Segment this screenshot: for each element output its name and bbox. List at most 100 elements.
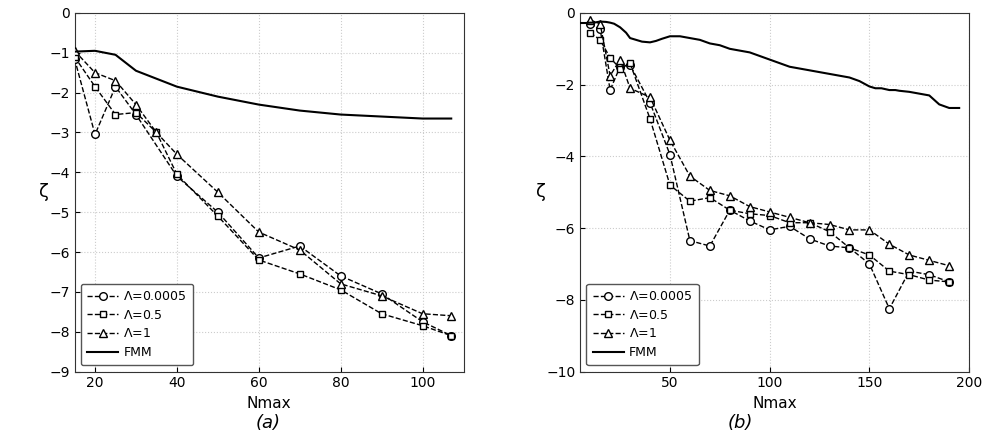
$\Lambda$=0.5 — [943, 280, 955, 285]
$\Lambda$=0.5 — [783, 220, 795, 226]
FMM — [89, 48, 101, 54]
$\Lambda$=0.5 — [763, 213, 775, 218]
$\Lambda$=1 — [864, 227, 876, 232]
$\Lambda$=1 — [335, 281, 347, 286]
$\Lambda$=0.0005 — [212, 210, 224, 215]
$\Lambda$=0.0005 — [904, 269, 915, 274]
Line: $\Lambda$=0.0005: $\Lambda$=0.0005 — [71, 55, 455, 340]
X-axis label: Nmax: Nmax — [247, 396, 291, 411]
$\Lambda$=0.5 — [844, 245, 856, 251]
FMM — [694, 37, 706, 42]
FMM — [894, 88, 906, 93]
$\Lambda$=0.5 — [684, 199, 696, 204]
FMM — [600, 19, 612, 25]
$\Lambda$=0.0005 — [335, 273, 347, 279]
FMM — [614, 25, 626, 30]
FMM — [445, 116, 457, 121]
$\Lambda$=1 — [844, 227, 856, 232]
$\Lambda$=0.0005 — [171, 174, 183, 179]
$\Lambda$=1 — [445, 313, 457, 318]
$\Lambda$=0.5 — [252, 257, 264, 263]
$\Lambda$=0.0005 — [763, 227, 775, 232]
FMM — [803, 68, 815, 73]
FMM — [416, 116, 428, 121]
FMM — [69, 49, 81, 54]
Line: FMM: FMM — [580, 22, 959, 108]
$\Lambda$=1 — [644, 95, 656, 100]
FMM — [584, 20, 596, 25]
$\Lambda$=1 — [150, 130, 162, 135]
$\Lambda$=1 — [763, 210, 775, 215]
$\Lambda$=0.0005 — [664, 152, 676, 157]
Y-axis label: ζ: ζ — [536, 183, 546, 201]
$\Lambda$=1 — [584, 18, 596, 23]
$\Lambda$=0.5 — [130, 110, 142, 115]
$\Lambda$=0.0005 — [884, 306, 896, 311]
$\Lambda$=0.0005 — [943, 280, 955, 285]
$\Lambda$=1 — [724, 193, 736, 198]
FMM — [604, 20, 616, 25]
Line: $\Lambda$=0.0005: $\Lambda$=0.0005 — [586, 20, 953, 313]
FMM — [608, 21, 620, 26]
FMM — [854, 79, 866, 84]
$\Lambda$=0.0005 — [594, 26, 606, 32]
FMM — [650, 38, 662, 44]
$\Lambda$=1 — [109, 78, 121, 83]
$\Lambda$=0.0005 — [416, 319, 428, 324]
$\Lambda$=0.5 — [664, 182, 676, 187]
FMM — [943, 105, 955, 111]
$\Lambda$=0.5 — [335, 287, 347, 292]
FMM — [630, 37, 642, 42]
FMM — [588, 20, 600, 25]
$\Lambda$=0.0005 — [724, 208, 736, 213]
FMM — [890, 87, 902, 92]
$\Lambda$=1 — [171, 152, 183, 157]
$\Lambda$=1 — [943, 263, 955, 268]
FMM — [763, 57, 775, 62]
FMM — [335, 112, 347, 117]
$\Lambda$=0.0005 — [376, 291, 388, 296]
$\Lambda$=0.5 — [904, 272, 915, 277]
$\Lambda$=0.0005 — [584, 21, 596, 26]
$\Lambda$=1 — [416, 311, 428, 316]
FMM — [130, 68, 142, 73]
$\Lambda$=0.5 — [803, 220, 815, 226]
$\Lambda$=0.0005 — [89, 132, 101, 137]
$\Lambda$=0.0005 — [923, 272, 935, 277]
$\Lambda$=1 — [130, 102, 142, 107]
$\Lambda$=1 — [824, 222, 836, 227]
$\Lambda$=0.5 — [724, 208, 736, 213]
$\Lambda$=1 — [904, 252, 915, 257]
FMM — [783, 64, 795, 70]
$\Lambda$=1 — [624, 86, 636, 91]
FMM — [656, 36, 668, 41]
FMM — [793, 66, 805, 71]
$\Lambda$=0.0005 — [614, 64, 626, 70]
FMM — [904, 89, 915, 95]
$\Lambda$=1 — [89, 70, 101, 75]
FMM — [870, 86, 882, 91]
FMM — [824, 71, 836, 76]
FMM — [644, 40, 656, 45]
X-axis label: Nmax: Nmax — [752, 396, 797, 411]
$\Lambda$=0.5 — [884, 269, 896, 274]
$\Lambda$=1 — [252, 229, 264, 235]
Legend: $\Lambda$=0.0005, $\Lambda$=0.5, $\Lambda$=1, FMM: $\Lambda$=0.0005, $\Lambda$=0.5, $\Lambd… — [586, 284, 699, 365]
$\Lambda$=1 — [594, 21, 606, 26]
$\Lambda$=0.5 — [109, 112, 121, 117]
FMM — [953, 105, 965, 111]
$\Lambda$=0.0005 — [624, 62, 636, 67]
$\Lambda$=0.5 — [923, 277, 935, 283]
FMM — [620, 30, 632, 35]
$\Lambda$=0.5 — [864, 252, 876, 257]
$\Lambda$=1 — [923, 258, 935, 263]
$\Lambda$=1 — [294, 248, 306, 253]
FMM — [704, 41, 716, 46]
FMM — [933, 102, 945, 107]
Legend: $\Lambda$=0.0005, $\Lambda$=0.5, $\Lambda$=1, FMM: $\Lambda$=0.0005, $\Lambda$=0.5, $\Lambd… — [81, 284, 193, 365]
FMM — [674, 34, 686, 39]
$\Lambda$=0.5 — [69, 54, 81, 59]
$\Lambda$=0.5 — [594, 37, 606, 42]
$\Lambda$=0.0005 — [684, 238, 696, 243]
$\Lambda$=0.0005 — [704, 244, 716, 249]
